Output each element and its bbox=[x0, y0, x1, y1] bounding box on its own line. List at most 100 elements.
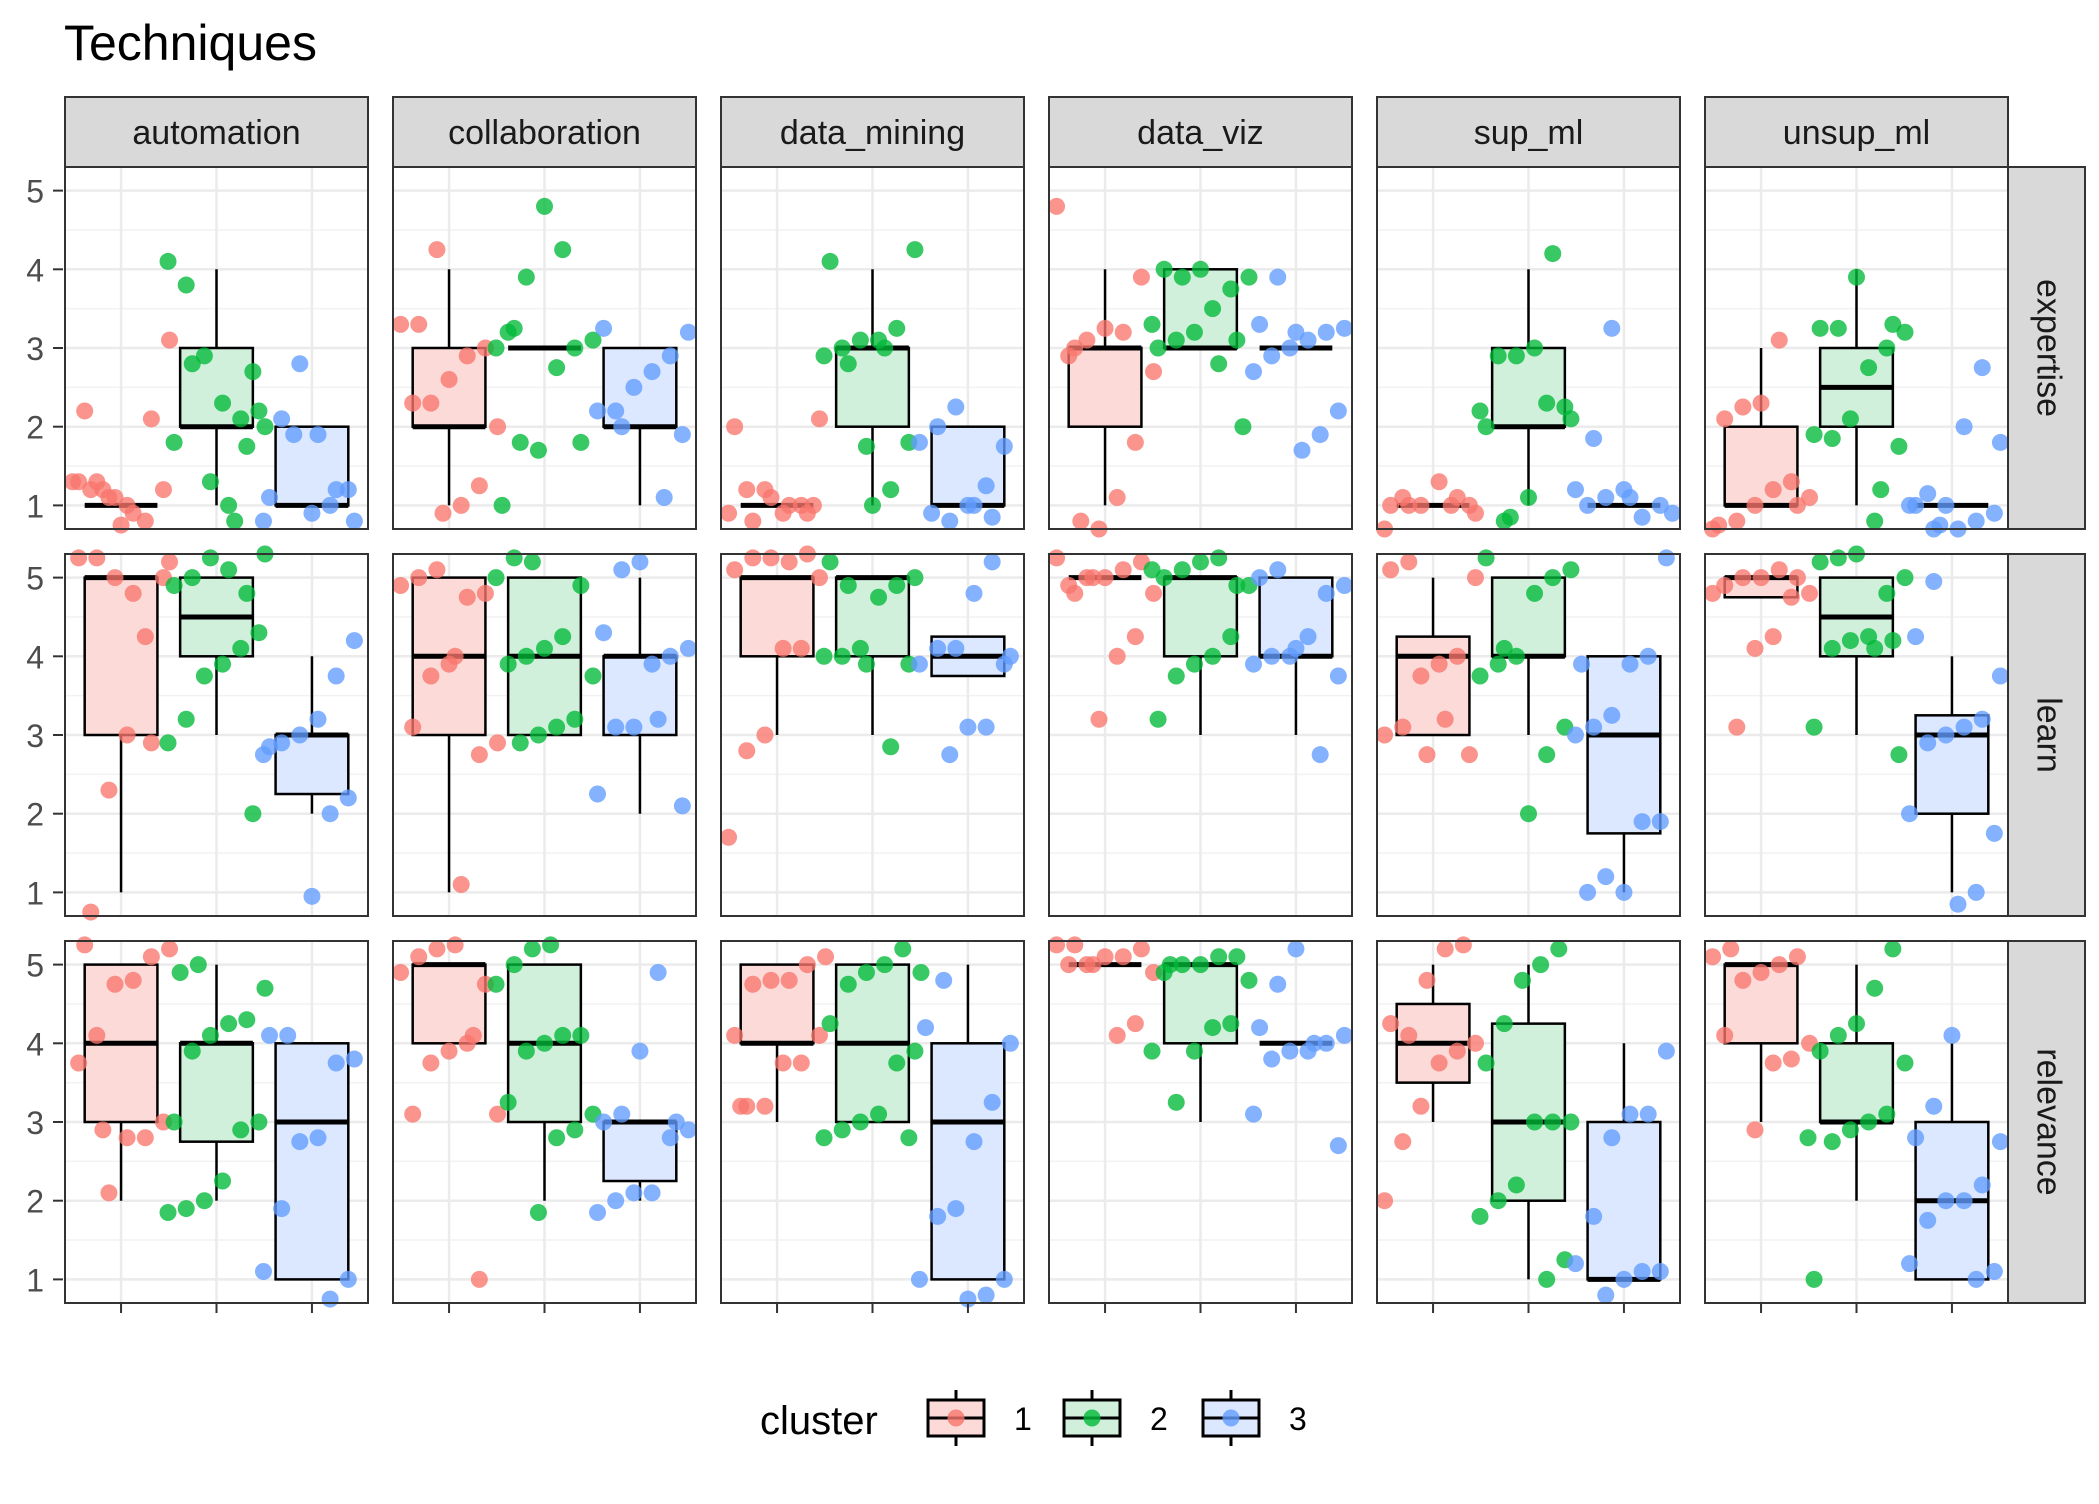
data-point-cluster-2 bbox=[1848, 1015, 1865, 1033]
y-tick-label: 3 bbox=[26, 718, 44, 754]
data-point-cluster-3 bbox=[1657, 549, 1675, 567]
data-point-cluster-1 bbox=[1060, 956, 1078, 974]
data-point-cluster-3 bbox=[1305, 1034, 1323, 1052]
data-point-cluster-2 bbox=[894, 940, 912, 958]
data-point-cluster-3 bbox=[661, 1129, 679, 1147]
data-point-cluster-3 bbox=[1633, 813, 1651, 831]
data-point-cluster-2 bbox=[833, 647, 851, 665]
data-point-cluster-1 bbox=[470, 1270, 488, 1288]
data-point-cluster-2 bbox=[487, 569, 505, 587]
y-tick-label: 3 bbox=[26, 1105, 44, 1141]
data-point-cluster-1 bbox=[780, 553, 798, 571]
data-point-cluster-3 bbox=[1633, 508, 1651, 526]
data-point-cluster-3 bbox=[1615, 883, 1633, 901]
data-point-cluster-2 bbox=[882, 481, 900, 499]
data-point-cluster-2 bbox=[487, 339, 505, 357]
facet-strip-expertise bbox=[2007, 166, 2086, 530]
data-point-cluster-1 bbox=[434, 504, 452, 522]
data-point-cluster-1 bbox=[136, 512, 154, 530]
facet-label-expertise: expertise bbox=[2030, 279, 2068, 417]
data-point-cluster-2 bbox=[912, 963, 930, 981]
data-point-cluster-1 bbox=[404, 718, 422, 736]
facet-label-data_viz: data_viz bbox=[1137, 114, 1264, 152]
data-point-cluster-2 bbox=[1562, 410, 1580, 428]
data-point-cluster-2 bbox=[572, 433, 590, 451]
data-point-cluster-1 bbox=[106, 489, 124, 507]
data-point-cluster-1 bbox=[1418, 746, 1436, 764]
data-point-cluster-2 bbox=[1866, 979, 1884, 997]
data-point-cluster-1 bbox=[792, 639, 810, 657]
data-point-cluster-1 bbox=[161, 553, 179, 571]
y-tick-label: 5 bbox=[26, 561, 44, 597]
data-point-cluster-3 bbox=[607, 402, 625, 420]
data-point-cluster-2 bbox=[906, 1042, 924, 1060]
facet-label-relevance: relevance bbox=[2030, 1048, 2068, 1195]
data-point-cluster-3 bbox=[977, 1286, 995, 1304]
data-point-cluster-2 bbox=[1884, 315, 1902, 333]
data-point-cluster-3 bbox=[1615, 1270, 1633, 1288]
data-point-cluster-2 bbox=[1204, 647, 1222, 665]
data-point-cluster-1 bbox=[1126, 1015, 1144, 1033]
data-point-cluster-1 bbox=[470, 746, 488, 764]
panel-learn-unsup_ml bbox=[1704, 545, 2009, 917]
data-point-cluster-3 bbox=[1263, 647, 1281, 665]
data-point-cluster-1 bbox=[106, 975, 124, 993]
data-point-cluster-2 bbox=[888, 576, 906, 594]
data-point-cluster-1 bbox=[1752, 963, 1770, 981]
data-point-cluster-2 bbox=[250, 402, 268, 420]
data-point-cluster-3 bbox=[661, 647, 679, 665]
data-point-cluster-3 bbox=[327, 667, 345, 685]
panel-expertise-collaboration bbox=[392, 166, 697, 530]
panel-border bbox=[1376, 553, 1681, 917]
data-point-cluster-1 bbox=[1788, 496, 1806, 514]
data-point-cluster-2 bbox=[1538, 746, 1556, 764]
data-point-cluster-2 bbox=[1240, 268, 1258, 286]
data-point-cluster-1 bbox=[446, 936, 464, 954]
panel-learn-automation bbox=[64, 545, 369, 921]
data-point-cluster-1 bbox=[774, 639, 792, 657]
data-point-cluster-3 bbox=[1907, 496, 1925, 514]
data-point-cluster-2 bbox=[1866, 512, 1884, 530]
data-point-cluster-2 bbox=[1489, 655, 1507, 673]
data-point-cluster-1 bbox=[1716, 576, 1734, 594]
data-point-cluster-2 bbox=[214, 1172, 232, 1190]
data-point-cluster-3 bbox=[1251, 569, 1269, 587]
data-point-cluster-1 bbox=[774, 1054, 792, 1072]
data-point-cluster-1 bbox=[440, 1042, 458, 1060]
data-point-cluster-3 bbox=[1335, 1026, 1353, 1044]
data-point-cluster-1 bbox=[422, 394, 440, 412]
data-point-cluster-3 bbox=[910, 655, 928, 673]
facet-label-learn: learn bbox=[2030, 697, 2068, 773]
data-point-cluster-2 bbox=[226, 512, 244, 530]
data-point-cluster-2 bbox=[159, 252, 177, 270]
box-body bbox=[1067, 346, 1143, 428]
data-point-cluster-2 bbox=[1550, 940, 1568, 958]
data-point-cluster-2 bbox=[1878, 584, 1896, 602]
box-cluster-2 bbox=[1162, 575, 1239, 735]
data-point-cluster-1 bbox=[82, 903, 100, 921]
data-point-cluster-3 bbox=[1907, 628, 1925, 646]
data-point-cluster-3 bbox=[309, 710, 327, 728]
panel-border bbox=[392, 553, 697, 917]
panel-border bbox=[1376, 166, 1681, 530]
data-point-cluster-2 bbox=[1471, 667, 1489, 685]
data-point-cluster-3 bbox=[983, 508, 1001, 526]
data-point-cluster-3 bbox=[1949, 895, 1967, 913]
data-point-cluster-3 bbox=[1651, 496, 1669, 514]
data-point-cluster-2 bbox=[499, 1093, 517, 1111]
data-point-cluster-1 bbox=[732, 1097, 750, 1115]
data-point-cluster-1 bbox=[489, 734, 507, 752]
data-point-cluster-3 bbox=[291, 1133, 309, 1151]
data-point-cluster-2 bbox=[256, 418, 274, 436]
data-point-cluster-1 bbox=[1770, 561, 1788, 579]
facet-strip-unsup_ml bbox=[1704, 96, 2009, 168]
data-point-cluster-3 bbox=[595, 624, 613, 642]
data-point-cluster-1 bbox=[1716, 1026, 1734, 1044]
data-point-cluster-1 bbox=[817, 948, 835, 966]
data-point-cluster-1 bbox=[1734, 971, 1752, 989]
box-body bbox=[83, 576, 159, 737]
data-point-cluster-1 bbox=[489, 418, 507, 436]
data-point-cluster-3 bbox=[983, 553, 1001, 571]
data-point-cluster-2 bbox=[1167, 1093, 1185, 1111]
data-point-cluster-3 bbox=[309, 426, 327, 444]
